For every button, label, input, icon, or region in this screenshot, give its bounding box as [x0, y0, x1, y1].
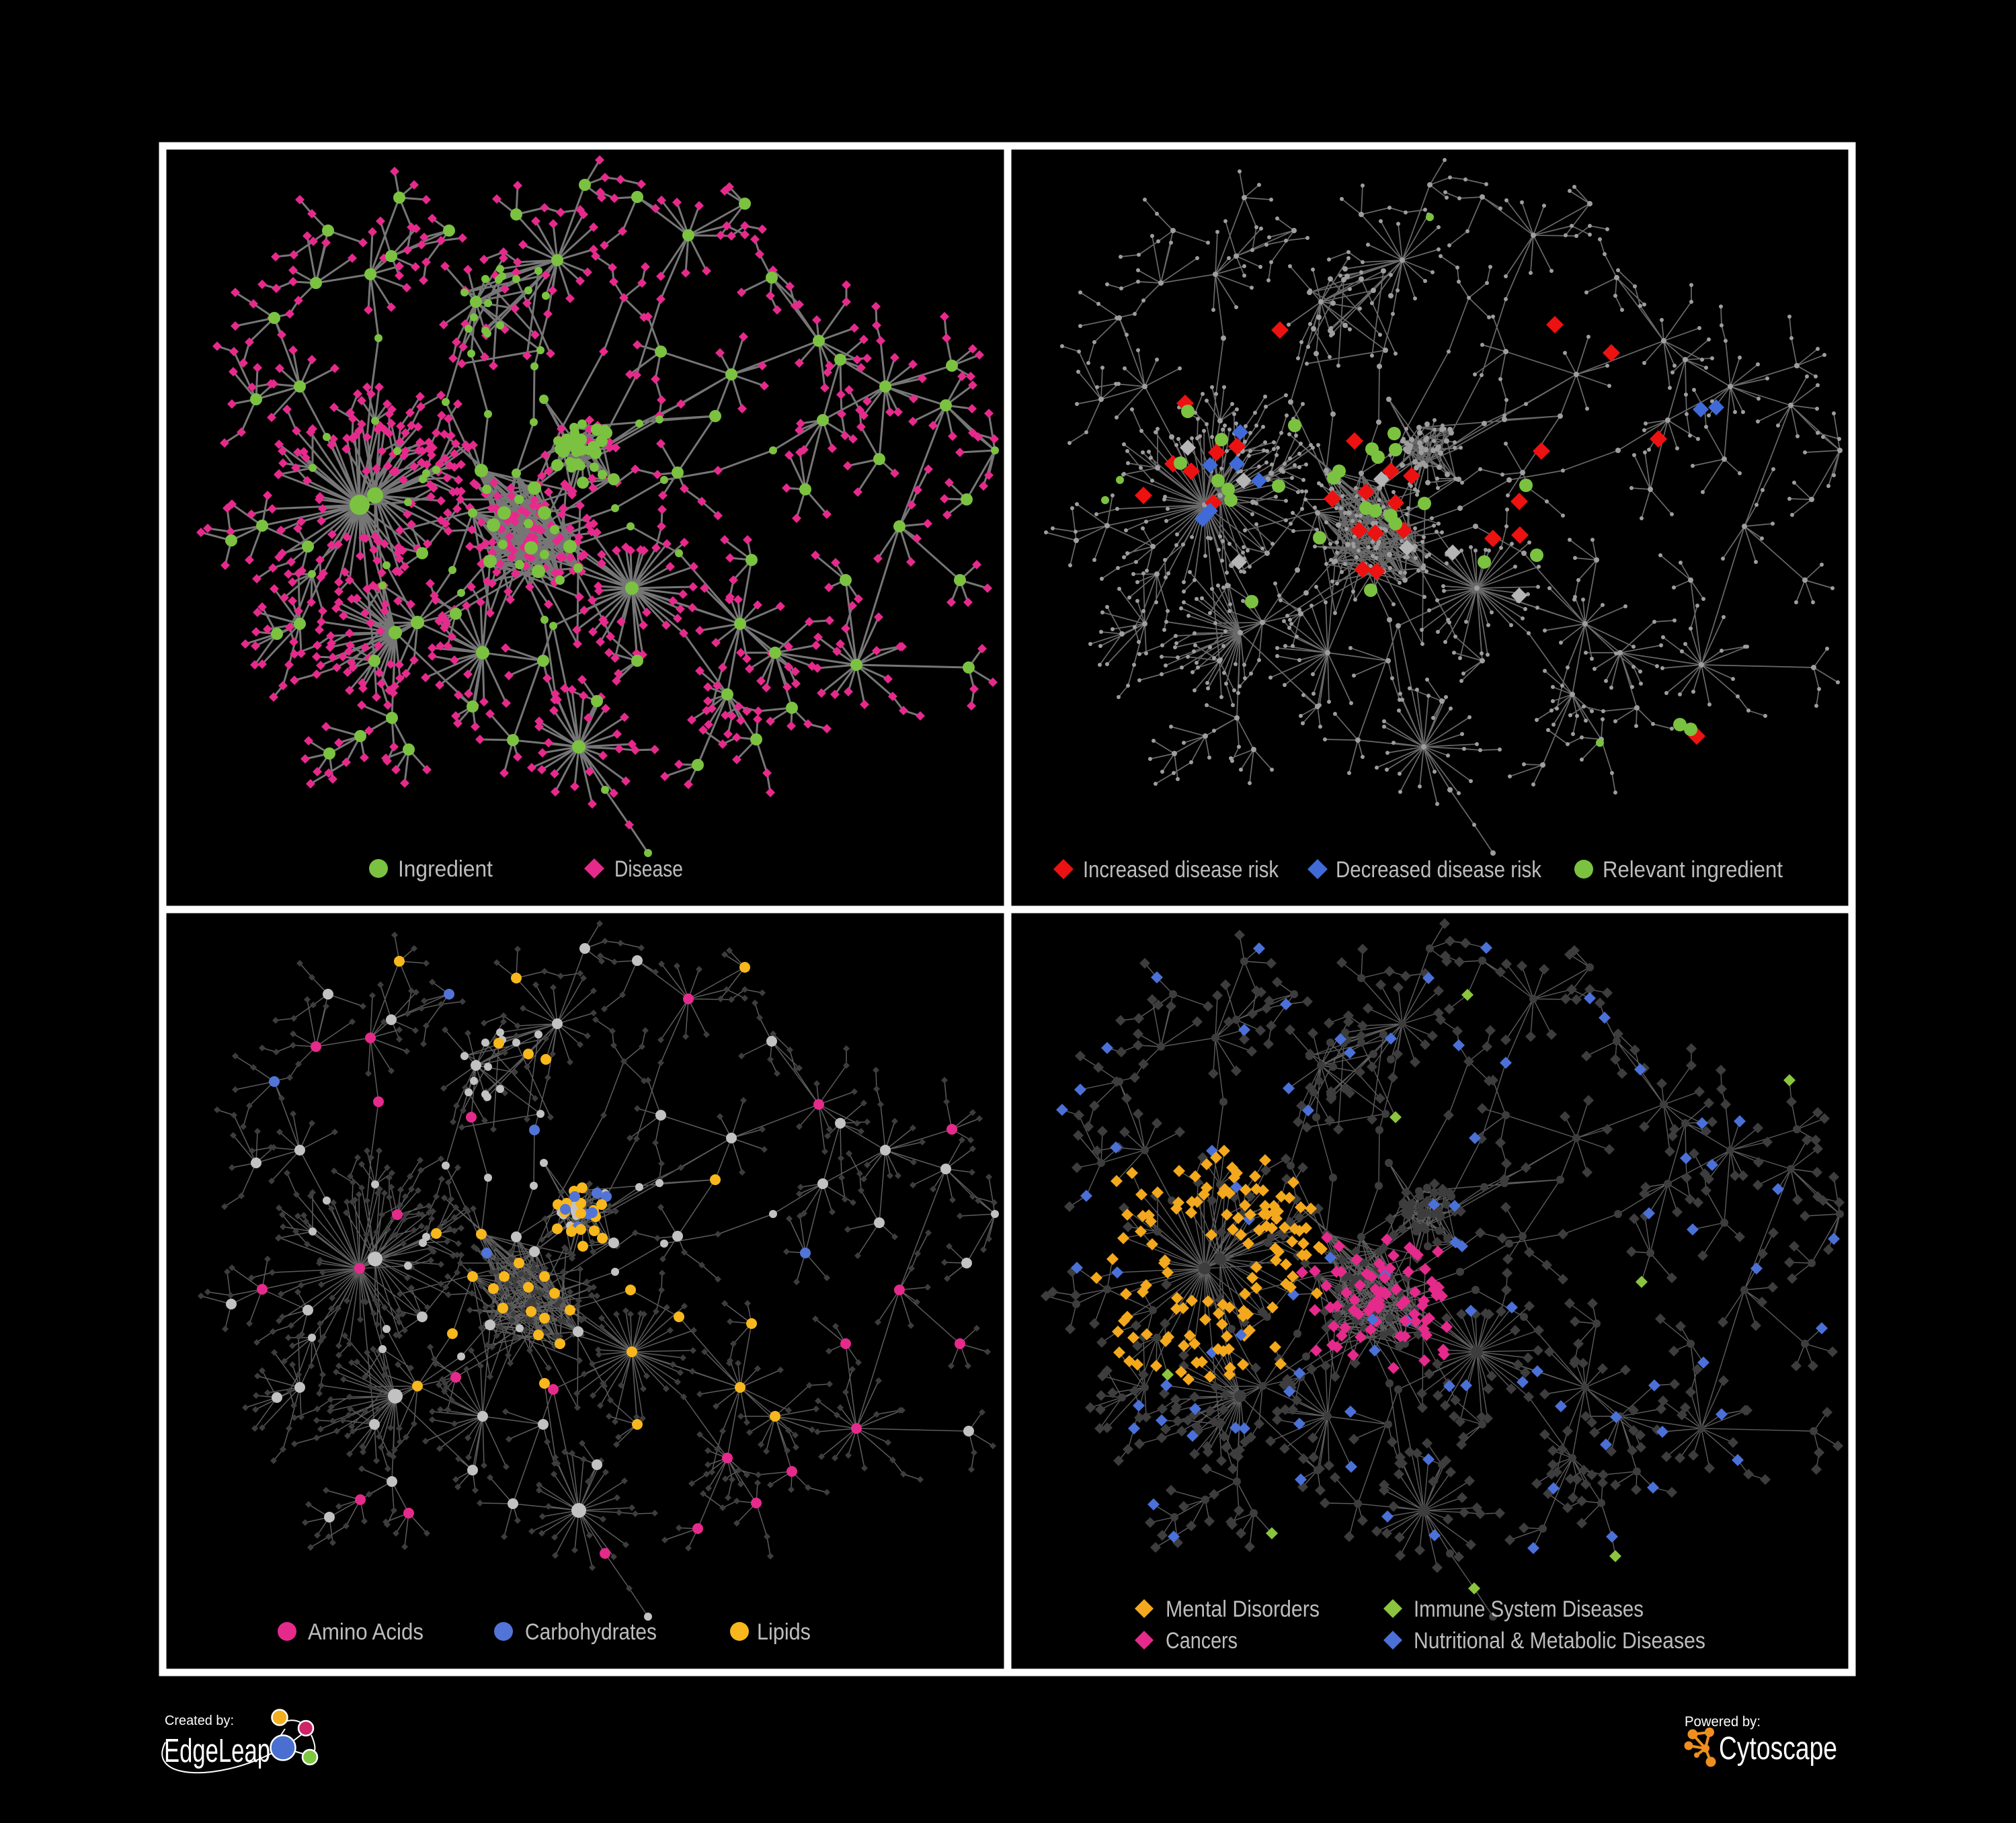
svg-text:Immune System Diseases: Immune System Diseases [1414, 1596, 1644, 1622]
svg-text:Carbohydrates: Carbohydrates [525, 1619, 657, 1645]
svg-text:Decreased disease risk: Decreased disease risk [1336, 857, 1542, 883]
svg-text:Powered by:: Powered by: [1685, 1714, 1761, 1730]
svg-text:Nutritional & Metabolic Diseas: Nutritional & Metabolic Diseases [1414, 1628, 1705, 1654]
svg-text:Cytoscape: Cytoscape [1719, 1731, 1837, 1767]
svg-text:Ingredient: Ingredient [398, 856, 493, 882]
svg-text:Increased disease risk: Increased disease risk [1083, 857, 1279, 883]
svg-text:Relevant ingredient: Relevant ingredient [1603, 857, 1783, 883]
svg-text:Amino Acids: Amino Acids [308, 1619, 424, 1645]
svg-text:Disease: Disease [614, 856, 683, 882]
svg-text:Cancers: Cancers [1166, 1628, 1238, 1654]
svg-text:Mental Disorders: Mental Disorders [1166, 1596, 1320, 1622]
svg-text:Created by:: Created by: [165, 1713, 234, 1728]
svg-text:EdgeLeap: EdgeLeap [164, 1733, 270, 1769]
svg-text:Lipids: Lipids [757, 1619, 811, 1645]
